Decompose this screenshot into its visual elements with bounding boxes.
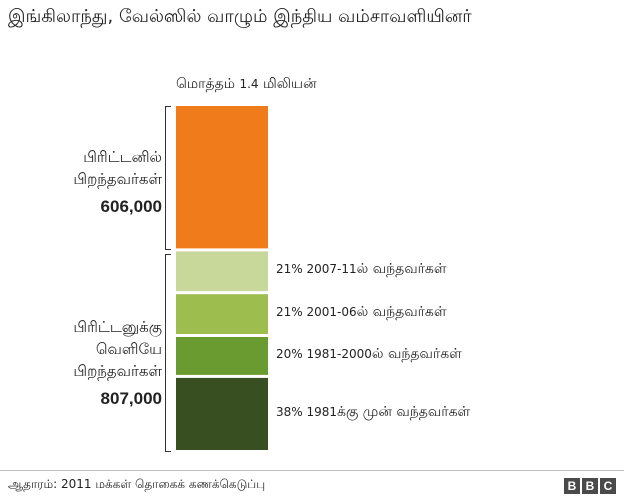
bbc-logo-b1: B xyxy=(564,478,580,494)
footer-divider xyxy=(0,470,624,471)
chart-title: இங்கிலாந்து, வேல்ஸில் வாழும் இந்திய வம்ச… xyxy=(8,6,472,27)
bbc-logo: B B C xyxy=(564,478,616,494)
bbc-logo-c: C xyxy=(600,478,616,494)
total-unit: மிலியன் xyxy=(262,76,317,92)
bar-segment-4 xyxy=(176,337,268,375)
abroad-born-value: 807,000 xyxy=(100,389,162,408)
total-value: 1.4 xyxy=(239,77,259,91)
uk-born-label: பிரிட்டனில் பிறந்தவர்கள் 606,000 xyxy=(73,146,162,218)
total-label: மொத்தம் 1.4 மிலியன் xyxy=(176,76,317,94)
segment-suffix-5: க்கு முன் வந்தவர்கள் xyxy=(337,404,471,420)
uk-born-line2: பிறந்தவர்கள் xyxy=(73,170,162,188)
uk-born-value: 606,000 xyxy=(100,197,162,216)
bar-segment-5 xyxy=(176,377,268,450)
abroad-born-label: பிரிட்டனுக்கு வெளியே பிறந்தவர்கள் 807,00… xyxy=(73,316,162,410)
source-note: ஆதாரம்: 2011 மக்கள் தொகைக் கணக்கெடுப்பு xyxy=(8,477,266,491)
abroad-born-line2: வெளியே xyxy=(95,340,162,358)
segment-period-3: 2001-06 xyxy=(306,305,357,320)
segment-percent-3: 21% xyxy=(276,305,307,320)
segment-suffix-4: ல் வந்தவர்கள் xyxy=(371,346,462,362)
segment-label-3: 21% 2001-06ல் வந்தவர்கள் xyxy=(276,304,447,322)
abroad-born-line1: பிரிட்டனுக்கு xyxy=(73,318,162,336)
bar-segment-3 xyxy=(176,294,268,334)
segment-period-5: 1981 xyxy=(306,405,338,419)
segment-suffix-3: ல் வந்தவர்கள் xyxy=(356,304,447,321)
segment-period-4: 1981-2000 xyxy=(306,347,372,361)
segment-percent-5: 38% xyxy=(276,405,307,419)
segment-label-5: 38% 1981க்கு முன் வந்தவர்கள் xyxy=(276,404,470,422)
segment-label-4: 20% 1981-2000ல் வந்தவர்கள் xyxy=(276,346,462,364)
segment-suffix-2: ல் வந்தவர்கள் xyxy=(356,261,447,278)
segment-period-2: 2007-11 xyxy=(306,262,357,277)
bbc-logo-b2: B xyxy=(582,478,598,494)
uk-born-line1: பிரிட்டனில் xyxy=(83,148,162,166)
abroad-born-line3: பிறந்தவர்கள் xyxy=(73,362,162,380)
abroad-born-bracket xyxy=(165,254,171,452)
segment-percent-2: 21% xyxy=(276,262,307,277)
total-text: மொத்தம் xyxy=(176,76,235,92)
uk-born-bracket xyxy=(165,106,171,250)
segment-label-2: 21% 2007-11ல் வந்தவர்கள் xyxy=(276,261,447,279)
segment-percent-4: 20% xyxy=(276,347,307,361)
bar-segment-2 xyxy=(176,251,268,292)
bar-segment-1 xyxy=(176,106,268,249)
